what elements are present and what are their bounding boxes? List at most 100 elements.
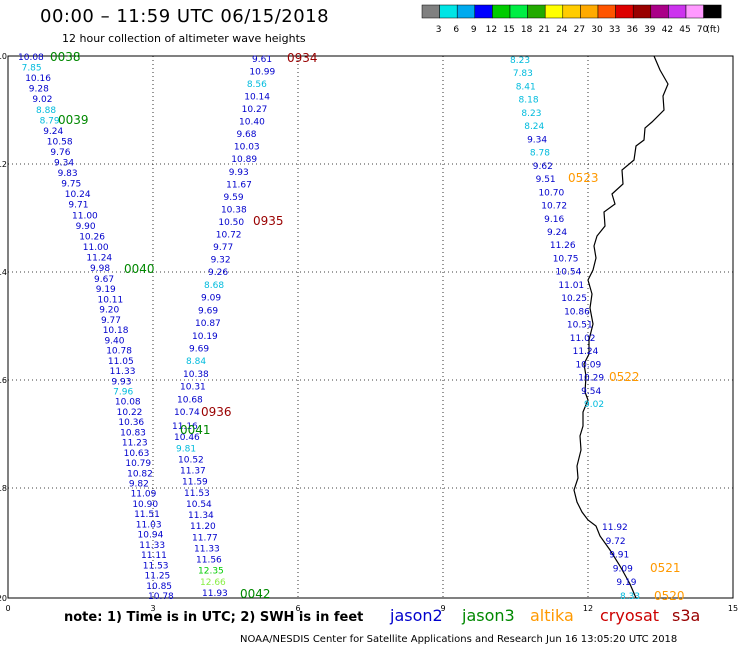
swh-label-0523: 8.24	[524, 122, 544, 132]
swh-label-0040: 9.19	[96, 285, 116, 295]
swh-label-0523: 10.86	[564, 307, 590, 317]
legend-tick-label: 70	[697, 25, 709, 35]
swh-label-0040: 9.93	[111, 377, 131, 387]
swh-label-0936: 12.35	[198, 567, 224, 577]
map-title: 00:00 – 11:59 UTC 06/15/2018	[40, 6, 330, 27]
swh-label-0523: 10.29	[578, 374, 604, 384]
swh-label-0934: 10.14	[244, 93, 270, 103]
swh-label-0523: 8.78	[530, 149, 550, 159]
swh-label-0040: 11.51	[134, 510, 160, 520]
swh-label-0523: 8.23	[521, 109, 541, 119]
x-tick-label: 6	[295, 604, 300, 613]
swh-label-0934: 10.38	[221, 205, 247, 215]
swh-label-0040: 10.11	[97, 295, 123, 305]
swh-label-0038: 9.98	[90, 264, 110, 274]
swh-label-0523: 9.54	[581, 387, 601, 397]
swh-label-0038: 9.02	[32, 95, 52, 105]
swh-label-0935: 10.38	[183, 370, 209, 380]
swh-label-0936: 11.16	[172, 422, 198, 432]
pass-time-label: 0936	[201, 405, 232, 419]
map-subtitle: 12 hour collection of altimeter wave hei…	[62, 32, 306, 45]
swh-label-0040: 10.08	[115, 398, 141, 408]
x-tick-label: 3	[150, 604, 155, 613]
swh-label-0523: 8.18	[519, 96, 539, 106]
legend-tick-label: 33	[609, 25, 620, 35]
swh-label-0040: 10.85	[146, 582, 172, 592]
swh-label-0040: 10.36	[118, 418, 144, 428]
swh-label-0935: 9.69	[198, 306, 218, 316]
legend-tick-label: 39	[644, 25, 656, 35]
swh-label-0936: 12.66	[200, 578, 226, 588]
swh-label-0040: 11.05	[108, 357, 134, 367]
x-tick-label: 15	[728, 604, 738, 613]
swh-label-0040: 11.11	[141, 551, 167, 561]
swh-label-0936: 11.37	[180, 467, 206, 477]
x-tick-label: 0	[5, 604, 10, 613]
swh-label-0934: 9.59	[224, 193, 244, 203]
legend-altika: altika	[530, 606, 574, 625]
legend-jason2: jason2	[390, 606, 443, 625]
swh-label-0040: 11.33	[110, 367, 136, 377]
swh-label-0523: 9.51	[536, 175, 556, 185]
swh-label-0040: 10.79	[125, 459, 151, 469]
swh-label-0935: 10.68	[177, 395, 203, 405]
pass-time-label: 0520	[654, 589, 685, 603]
swh-label-0523: 10.51	[567, 321, 593, 331]
pass-time-label: 0041	[180, 423, 211, 437]
legend-swatch	[703, 4, 722, 19]
legend-tick-label: 12	[486, 25, 497, 35]
swh-label-0936: 10.54	[186, 500, 212, 510]
swh-label-0040: 9.82	[129, 480, 149, 490]
swh-label-0040: 11.03	[136, 520, 162, 530]
swh-label-0523: 9.24	[547, 228, 567, 238]
x-tick-label: 9	[440, 604, 445, 613]
y-tick-label: 16	[0, 376, 7, 385]
swh-label-0523: 8.23	[510, 56, 530, 66]
swh-label-0038: 10.08	[18, 53, 44, 63]
swh-label-0038: 9.75	[61, 180, 81, 190]
swh-label-0934: 10.99	[249, 68, 275, 78]
map-frame	[7, 55, 734, 599]
swh-label-0038: 11.00	[83, 243, 109, 253]
y-tick-label: 20	[0, 594, 7, 603]
swh-label-0038: 9.90	[76, 222, 96, 232]
swh-label-0934: 10.40	[239, 118, 265, 128]
swh-label-0038: 10.24	[65, 190, 91, 200]
swh-label-0936: 11.56	[196, 556, 222, 566]
legend-tick-label: 24	[556, 25, 568, 35]
swh-label-0521: 11.92	[602, 523, 628, 533]
swh-label-0523: 9.16	[544, 215, 564, 225]
swh-label-0934: 10.03	[234, 143, 260, 153]
legend-jason3: jason3	[462, 606, 515, 625]
swh-label-0936: 11.59	[182, 478, 208, 488]
swh-label-0038: 10.58	[47, 137, 73, 147]
swh-label-0934: 10.50	[218, 218, 244, 228]
swh-label-0934: 11.67	[226, 180, 252, 190]
swh-label-0523: 10.75	[553, 254, 579, 264]
legend-tick-label: 30	[591, 25, 603, 35]
swh-label-0040: 10.82	[127, 469, 153, 479]
legend-cryosat: cryosat	[600, 606, 660, 625]
y-tick-label: 10	[0, 52, 7, 61]
swh-label-0038: 9.34	[54, 159, 74, 169]
swh-label-0038: 9.24	[43, 127, 63, 137]
pass-time-label: 0042	[240, 587, 271, 601]
pass-time-label: 0522	[609, 370, 640, 384]
swh-label-0936: 11.33	[194, 544, 220, 554]
pass-time-label: 0523	[568, 171, 599, 185]
y-tick-label: 14	[0, 268, 7, 277]
swh-label-0934: 9.61	[252, 55, 272, 65]
swh-label-0038: 8.88	[36, 106, 56, 116]
swh-label-0040: 10.63	[124, 449, 150, 459]
swh-label-0521: 9.09	[613, 564, 633, 574]
swh-label-0523: 11.02	[570, 334, 596, 344]
credit-line: NOAA/NESDIS Center for Satellite Applica…	[240, 634, 678, 645]
legend-tick-label: 15	[503, 25, 514, 35]
swh-label-0934: 10.27	[242, 105, 268, 115]
pass-time-label: 0935	[253, 214, 284, 228]
x-tick-label: 12	[583, 604, 593, 613]
swh-label-0038: 9.76	[50, 148, 70, 158]
legend-tick-label: 45	[679, 25, 690, 35]
pass-time-label: 0521	[650, 561, 681, 575]
swh-label-0038: 7.85	[22, 64, 42, 74]
